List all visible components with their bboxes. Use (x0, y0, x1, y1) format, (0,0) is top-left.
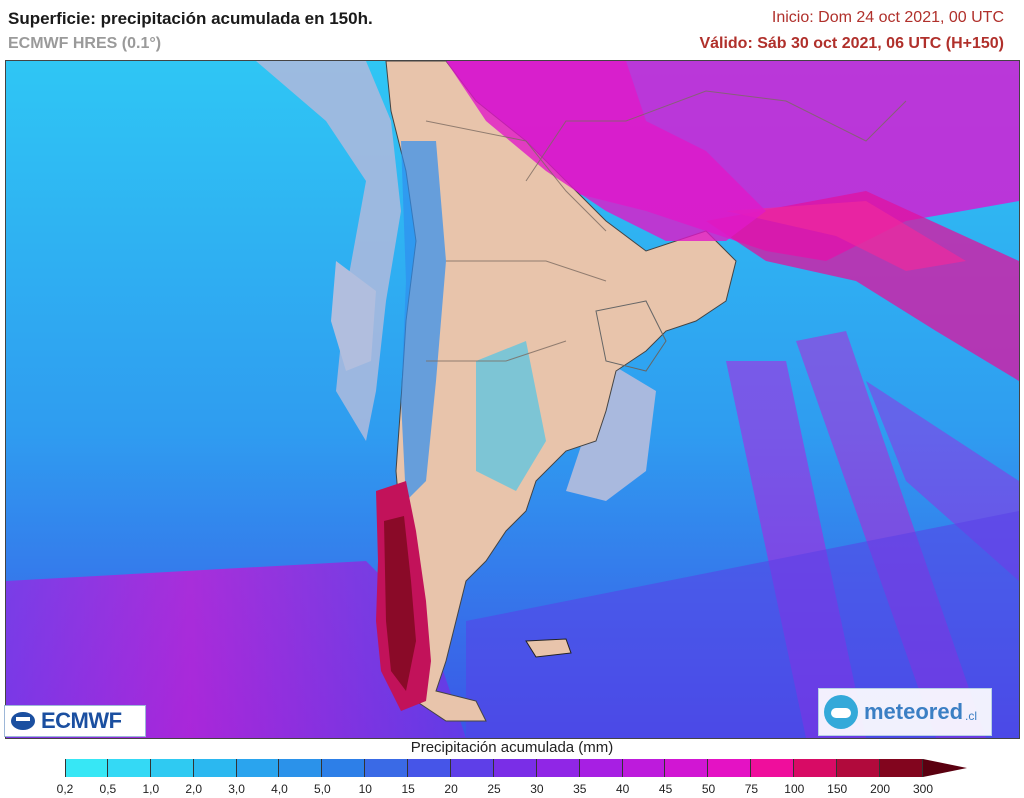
scale-cell (879, 759, 923, 777)
ecmwf-logo: ECMWF (4, 705, 146, 737)
scale-label: 1,0 (142, 782, 160, 796)
scale-label: 45 (658, 782, 673, 796)
init-time: Inicio: Dom 24 oct 2021, 00 UTC (771, 9, 1004, 26)
valid-time: Válido: Sáb 30 oct 2021, 06 UTC (H+150) (699, 35, 1004, 52)
rain-pampa (476, 341, 546, 491)
scale-label: 15 (401, 782, 415, 796)
rain-band-southeast (466, 511, 1019, 738)
scale-label: 300 (912, 782, 934, 796)
scale-cell (365, 759, 409, 777)
rain-south-chile-core (384, 516, 416, 691)
scale-label: 3,0 (228, 782, 245, 796)
ecmwf-logo-text: ECMWF (41, 708, 122, 733)
falklands-land (525, 638, 572, 658)
scale-label: 30 (530, 782, 544, 796)
scale-cell (65, 759, 108, 777)
scale-label: 25 (487, 782, 501, 796)
scale-cell (708, 759, 752, 777)
rain-core-atlantic (726, 201, 966, 271)
meteored-logo-suffix: .cl (965, 709, 978, 723)
scale-label: 200 (870, 782, 891, 796)
scale-cell (536, 759, 580, 777)
map-title: Superficie: precipitación acumulada en 1… (8, 9, 373, 28)
scale-cell (493, 759, 537, 777)
scale-label: 75 (744, 782, 759, 796)
scale-cell (408, 759, 452, 777)
scale-label: 100 (784, 782, 805, 796)
country-borders (425, 90, 907, 362)
scale-cell (622, 759, 666, 777)
rain-andes (401, 141, 446, 501)
scale-label: 20 (444, 782, 458, 796)
meteored-logo-text: meteored (864, 699, 964, 724)
scale-cell (751, 759, 795, 777)
rain-band-south (6, 561, 466, 738)
dry-sea-east (566, 361, 656, 501)
scale-cell (794, 759, 838, 777)
scale-arrow-icon (923, 759, 967, 777)
scale-cell (279, 759, 323, 777)
scale-label: 10 (358, 782, 372, 796)
scale-cell (236, 759, 280, 777)
meteored-cloud-icon (824, 695, 858, 729)
scale-label: 40 (616, 782, 630, 796)
scale-label: 35 (573, 782, 587, 796)
scale-cell (193, 759, 237, 777)
dry-sea-patch (331, 261, 376, 371)
rain-band-atlantic (706, 191, 1019, 381)
scale-cell (837, 759, 880, 777)
meteored-logo[interactable]: meteored .cl (818, 688, 992, 736)
scale-label: 0,2 (56, 782, 74, 796)
color-scale (65, 759, 923, 777)
legend-title: Precipitación acumulada (mm) (410, 739, 614, 756)
scale-cell (451, 759, 494, 777)
scale-cell (107, 759, 151, 777)
scale-label: 5,0 (314, 782, 331, 796)
scale-cell (150, 759, 194, 777)
scale-labels: 0,2 0,5 1,0 2,0 3,0 4,0 5,0 10 15 20 25 30 35 40 45 50 7… (0, 782, 1024, 798)
scale-label: 50 (701, 782, 716, 796)
model-name: ECMWF HRES (0.1°) (8, 35, 162, 52)
scale-cell (322, 759, 366, 777)
map-canvas (6, 61, 1019, 738)
precipitation-map[interactable] (5, 60, 1020, 739)
scale-label: 4,0 (271, 782, 288, 796)
scale-cell (579, 759, 623, 777)
scale-label: 2,0 (185, 782, 203, 796)
scale-label: 150 (827, 782, 848, 796)
uruguay-outline (595, 300, 667, 372)
scale-label: 0,5 (99, 782, 117, 796)
rain-brazil (446, 61, 766, 241)
ecmwf-icon (11, 712, 35, 730)
scale-cell (665, 759, 709, 777)
